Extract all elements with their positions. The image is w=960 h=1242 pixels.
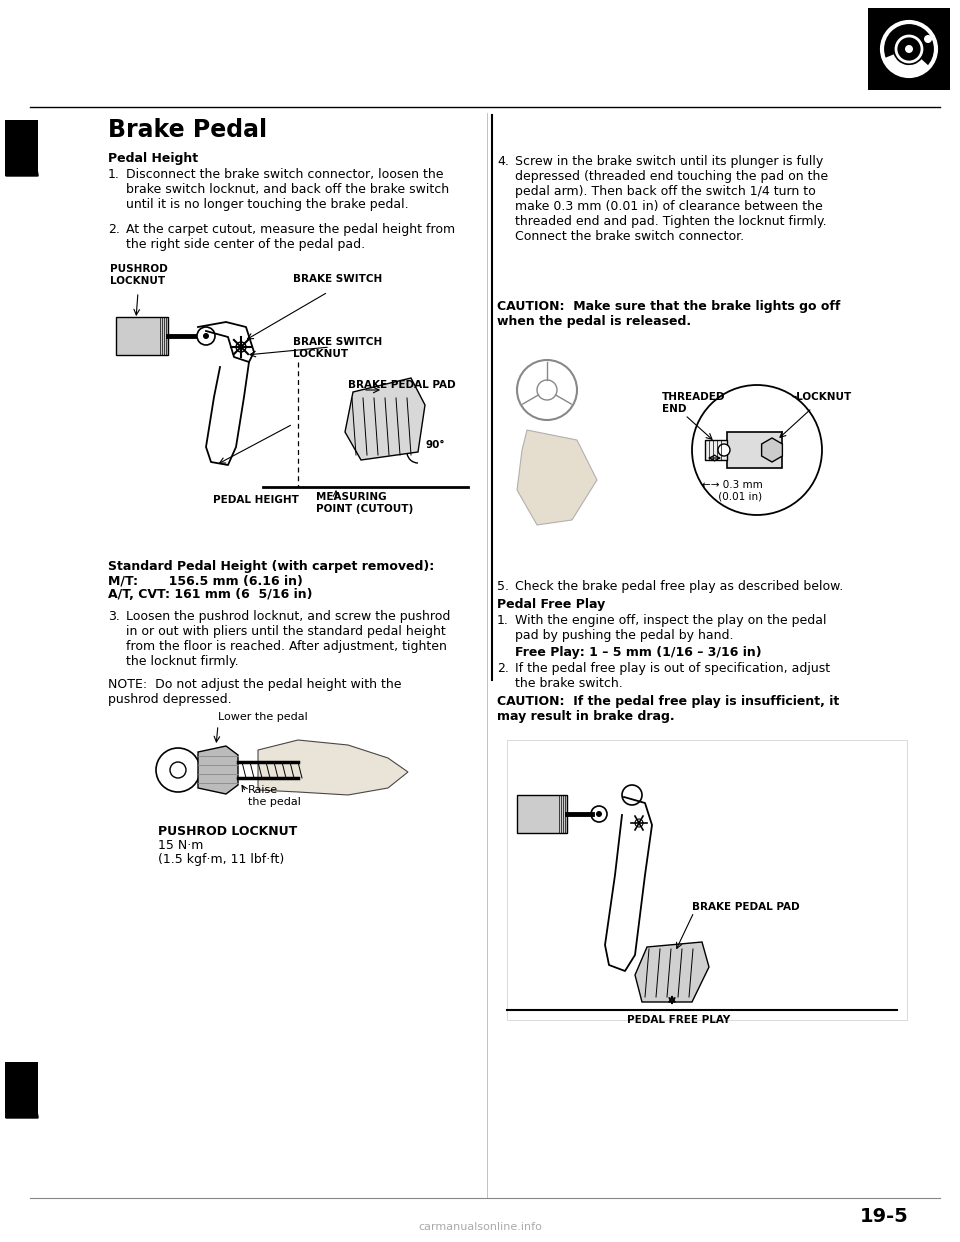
Circle shape: [635, 818, 643, 827]
Text: Check the brake pedal free play as described below.: Check the brake pedal free play as descr…: [515, 580, 843, 592]
FancyBboxPatch shape: [727, 432, 782, 468]
Text: If the pedal free play is out of specification, adjust
the brake switch.: If the pedal free play is out of specifi…: [515, 662, 830, 691]
Text: Disconnect the brake switch connector, loosen the
brake switch locknut, and back: Disconnect the brake switch connector, l…: [126, 168, 449, 211]
Text: THREADED
END: THREADED END: [662, 392, 726, 414]
FancyBboxPatch shape: [705, 440, 727, 460]
Text: Screw in the brake switch until its plunger is fully
depressed (threaded end tou: Screw in the brake switch until its plun…: [515, 155, 828, 243]
Circle shape: [591, 806, 607, 822]
Text: 2.: 2.: [497, 662, 509, 674]
FancyBboxPatch shape: [868, 7, 950, 89]
Text: 4.: 4.: [497, 155, 509, 168]
Circle shape: [203, 333, 209, 339]
Circle shape: [197, 327, 215, 345]
Text: CAUTION:  Make sure that the brake lights go off
when the pedal is released.: CAUTION: Make sure that the brake lights…: [497, 301, 840, 328]
Text: 19-5: 19-5: [860, 1207, 909, 1226]
Text: 5.: 5.: [497, 580, 509, 592]
Circle shape: [236, 342, 246, 351]
Text: (1.5 kgf·m, 11 lbf·ft): (1.5 kgf·m, 11 lbf·ft): [158, 853, 284, 866]
FancyBboxPatch shape: [507, 740, 907, 1020]
Text: CAUTION:  If the pedal free play is insufficient, it
may result in brake drag.: CAUTION: If the pedal free play is insuf…: [497, 696, 839, 723]
Text: PEDAL FREE PLAY: PEDAL FREE PLAY: [627, 1015, 731, 1025]
Polygon shape: [635, 941, 709, 1002]
Text: PEDAL HEIGHT: PEDAL HEIGHT: [213, 496, 299, 505]
Text: 15 N·m: 15 N·m: [158, 840, 204, 852]
Text: A/T, CVT: 161 mm (6  5/16 in): A/T, CVT: 161 mm (6 5/16 in): [108, 587, 313, 601]
FancyBboxPatch shape: [116, 317, 168, 355]
Polygon shape: [761, 438, 782, 462]
Text: Raise
the pedal: Raise the pedal: [248, 785, 300, 806]
Circle shape: [718, 443, 730, 456]
Polygon shape: [198, 746, 238, 794]
Text: At the carpet cutout, measure the pedal height from
the right side center of the: At the carpet cutout, measure the pedal …: [126, 224, 455, 251]
FancyBboxPatch shape: [517, 795, 567, 833]
Circle shape: [924, 35, 932, 43]
Circle shape: [692, 385, 822, 515]
Wedge shape: [6, 1102, 38, 1118]
Text: With the engine off, inspect the play on the pedal
pad by pushing the pedal by h: With the engine off, inspect the play on…: [515, 614, 827, 642]
Circle shape: [156, 748, 200, 792]
Circle shape: [170, 763, 186, 777]
Text: Pedal Height: Pedal Height: [108, 152, 198, 165]
Text: carmanualsonline.info: carmanualsonline.info: [418, 1222, 542, 1232]
Text: BRAKE SWITCH
LOCKNUT: BRAKE SWITCH LOCKNUT: [293, 337, 382, 359]
Text: BRAKE PEDAL PAD: BRAKE PEDAL PAD: [348, 380, 456, 390]
Text: Pedal Free Play: Pedal Free Play: [497, 597, 605, 611]
Wedge shape: [6, 160, 38, 176]
Text: 90°: 90°: [425, 440, 444, 450]
Text: NOTE:  Do not adjust the pedal height with the
pushrod depressed.: NOTE: Do not adjust the pedal height wit…: [108, 678, 401, 705]
Circle shape: [596, 811, 602, 817]
Text: Lower the pedal: Lower the pedal: [218, 712, 308, 722]
Text: Free Play: 1 – 5 mm (1/16 – 3/16 in): Free Play: 1 – 5 mm (1/16 – 3/16 in): [515, 646, 761, 660]
Text: ←→ 0.3 mm
     (0.01 in): ←→ 0.3 mm (0.01 in): [702, 479, 763, 502]
Text: M/T:       156.5 mm (6.16 in): M/T: 156.5 mm (6.16 in): [108, 574, 302, 587]
Text: Brake Pedal: Brake Pedal: [108, 118, 267, 142]
Polygon shape: [5, 120, 38, 176]
Text: PUSHROD LOCKNUT: PUSHROD LOCKNUT: [158, 825, 298, 838]
Text: 1.: 1.: [497, 614, 509, 627]
Text: –LOCKNUT: –LOCKNUT: [792, 392, 852, 402]
Polygon shape: [5, 1062, 38, 1118]
Text: 1.: 1.: [108, 168, 120, 181]
Text: MEASURING
POINT (CUTOUT): MEASURING POINT (CUTOUT): [316, 492, 413, 514]
Text: Loosen the pushrod locknut, and screw the pushrod
in or out with pliers until th: Loosen the pushrod locknut, and screw th…: [126, 610, 450, 668]
Text: BRAKE PEDAL PAD: BRAKE PEDAL PAD: [692, 902, 800, 912]
Text: 2.: 2.: [108, 224, 120, 236]
Polygon shape: [345, 378, 425, 460]
Polygon shape: [258, 740, 408, 795]
Text: Standard Pedal Height (with carpet removed):: Standard Pedal Height (with carpet remov…: [108, 560, 434, 573]
Polygon shape: [517, 430, 597, 525]
Text: 3.: 3.: [108, 610, 120, 623]
Circle shape: [905, 45, 913, 53]
Text: BRAKE SWITCH: BRAKE SWITCH: [293, 274, 382, 284]
Text: PUSHROD
LOCKNUT: PUSHROD LOCKNUT: [110, 265, 168, 286]
Circle shape: [622, 785, 642, 805]
